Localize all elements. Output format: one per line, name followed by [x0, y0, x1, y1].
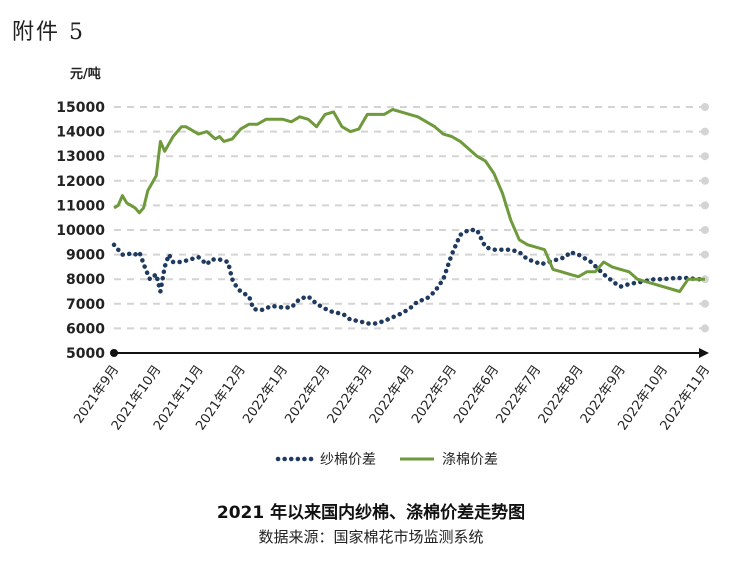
gridline-end-dot — [701, 176, 709, 185]
attachment-label: 附件 5 — [12, 20, 85, 45]
x-axis-arrow — [699, 348, 709, 358]
y-tick-label: 7000 — [66, 297, 105, 313]
legend-label-polyester: 涤棉价差 — [442, 451, 498, 468]
y-axis-label: 元/吨 — [70, 66, 101, 82]
y-tick-label: 8000 — [66, 272, 105, 288]
gridline-end-dot — [701, 226, 709, 234]
gridline-end-dot — [701, 299, 709, 308]
chart-series — [111, 108, 708, 326]
gridline-end-dot — [701, 324, 709, 333]
gridline-end-dot — [701, 201, 709, 210]
series-polyester-cotton-line — [113, 108, 705, 293]
gridline-end-dot — [701, 127, 709, 136]
y-tick-label: 15000 — [56, 100, 105, 116]
series-yarn-cotton-line — [111, 227, 708, 326]
chart-legend: 纱棉价差 涤棉价差 — [275, 451, 498, 468]
chart-title: 2021 年以来国内纱棉、涤棉价差走势图 — [216, 503, 526, 523]
legend-label-yarn: 纱棉价差 — [320, 451, 376, 468]
y-tick-label: 12000 — [56, 174, 105, 190]
y-tick-label: 10000 — [56, 223, 105, 239]
y-tick-label: 6000 — [66, 321, 105, 337]
chart-gridlines — [114, 103, 709, 333]
chart-source: 数据来源：国家棉花市场监测系统 — [258, 528, 484, 546]
y-tick-label: 13000 — [56, 149, 105, 165]
y-tick-label: 5000 — [66, 346, 105, 362]
y-tick-label: 9000 — [66, 248, 105, 264]
gridline-end-dot — [701, 250, 709, 259]
gridline-end-dot — [701, 152, 709, 161]
y-tick-label: 14000 — [56, 125, 105, 141]
y-tick-label: 11000 — [56, 198, 105, 214]
gridline-end-dot — [701, 103, 709, 111]
chart-axes: 5000 6000 7000 8000 9000 10000 11000 12000 13000… — [56, 66, 713, 433]
x-axis-origin-dot — [110, 349, 118, 357]
